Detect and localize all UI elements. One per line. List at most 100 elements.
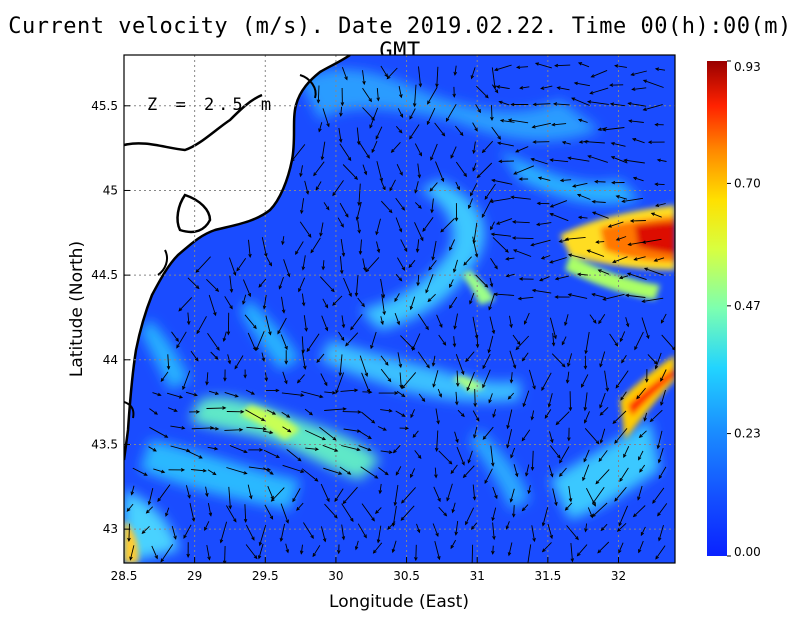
current-arrow	[417, 313, 429, 331]
current-arrow	[206, 545, 211, 561]
current-arrow	[619, 331, 626, 343]
current-arrow	[499, 118, 515, 123]
current-arrow	[495, 218, 513, 225]
current-arrow	[565, 371, 570, 384]
current-arrow	[342, 486, 358, 505]
current-arrow	[301, 350, 307, 370]
current-arrow	[362, 390, 373, 394]
current-arrow	[229, 445, 248, 454]
current-arrow	[321, 260, 326, 271]
current-arrow	[312, 545, 321, 558]
y-axis-label: Latitude (North)	[67, 241, 87, 377]
current-arrow	[463, 256, 472, 266]
current-arrow	[376, 241, 381, 254]
current-arrow	[436, 314, 443, 328]
current-arrow	[350, 314, 363, 331]
current-arrow	[475, 274, 489, 288]
current-arrow	[242, 279, 251, 298]
current-arrow	[492, 522, 496, 541]
current-arrow	[598, 314, 606, 325]
current-arrow	[655, 545, 666, 560]
current-arrow	[492, 486, 498, 500]
current-arrow	[561, 140, 571, 145]
current-arrow	[564, 314, 569, 327]
current-arrow	[509, 315, 513, 329]
current-arrow	[362, 258, 367, 272]
current-arrow	[170, 425, 186, 430]
current-arrow	[236, 257, 247, 272]
current-arrow	[583, 355, 588, 370]
current-arrow	[656, 158, 667, 163]
current-arrow	[358, 141, 370, 159]
current-arrow	[490, 445, 495, 467]
current-arrow	[395, 410, 406, 417]
current-arrow	[507, 542, 513, 557]
current-arrow	[532, 102, 551, 107]
current-arrow	[540, 255, 551, 260]
current-arrow	[313, 161, 325, 177]
current-arrow	[204, 521, 210, 532]
current-arrow	[430, 198, 434, 214]
map-plot-area	[124, 55, 675, 563]
x-axis-ticks: 28.5 29 29.5 30 30.5 31 31.5 32	[111, 557, 626, 583]
current-arrow	[320, 483, 330, 503]
current-arrow	[401, 487, 416, 504]
current-arrow	[283, 259, 291, 278]
current-arrow	[547, 523, 553, 540]
current-arrow	[618, 505, 629, 527]
current-arrow	[541, 372, 552, 391]
current-arrow	[621, 197, 644, 203]
current-arrow	[305, 429, 327, 441]
current-arrow	[496, 141, 514, 147]
current-arrow	[415, 239, 420, 253]
current-arrow	[282, 371, 288, 385]
current-arrow	[380, 355, 389, 366]
current-arrow	[511, 236, 534, 240]
current-arrow	[266, 409, 277, 415]
current-arrow	[490, 257, 498, 270]
current-arrow	[507, 392, 515, 400]
current-arrow	[567, 293, 588, 299]
current-arrow	[467, 450, 473, 464]
current-arrow	[531, 525, 536, 543]
current-arrow	[376, 161, 383, 183]
current-arrow	[510, 195, 531, 200]
x-tick-label: 31	[470, 569, 485, 583]
current-arrow	[657, 503, 668, 517]
current-arrow	[186, 312, 191, 326]
current-arrow	[507, 118, 529, 124]
current-arrow	[554, 63, 571, 68]
current-arrow	[394, 312, 400, 326]
current-arrow	[509, 372, 514, 384]
current-arrow	[418, 66, 423, 88]
current-arrow	[567, 427, 571, 442]
current-arrow	[433, 486, 441, 503]
current-arrow	[581, 374, 589, 388]
current-arrow	[547, 393, 553, 408]
current-arrow	[130, 485, 135, 496]
current-arrow	[462, 465, 475, 479]
current-arrow	[438, 450, 453, 465]
current-arrow	[647, 140, 665, 145]
depth-label: Z = 2.5 m	[147, 95, 275, 115]
current-arrow	[355, 201, 362, 221]
current-arrow	[185, 485, 191, 499]
current-arrow	[494, 64, 512, 72]
current-arrow	[491, 545, 495, 555]
current-arrow	[519, 86, 530, 90]
current-arrow	[660, 389, 666, 406]
current-arrow	[286, 449, 302, 462]
y-tick-label: 44.5	[91, 268, 118, 282]
current-arrow	[341, 67, 348, 81]
current-arrow	[414, 222, 424, 242]
current-arrow	[473, 426, 478, 439]
current-arrow	[470, 544, 474, 563]
current-arrow	[410, 468, 416, 479]
current-arrow	[643, 267, 664, 276]
current-arrow	[285, 543, 290, 554]
current-arrow	[589, 87, 609, 95]
current-arrow	[658, 466, 667, 480]
current-arrow	[625, 317, 630, 328]
current-arrow	[222, 331, 227, 342]
